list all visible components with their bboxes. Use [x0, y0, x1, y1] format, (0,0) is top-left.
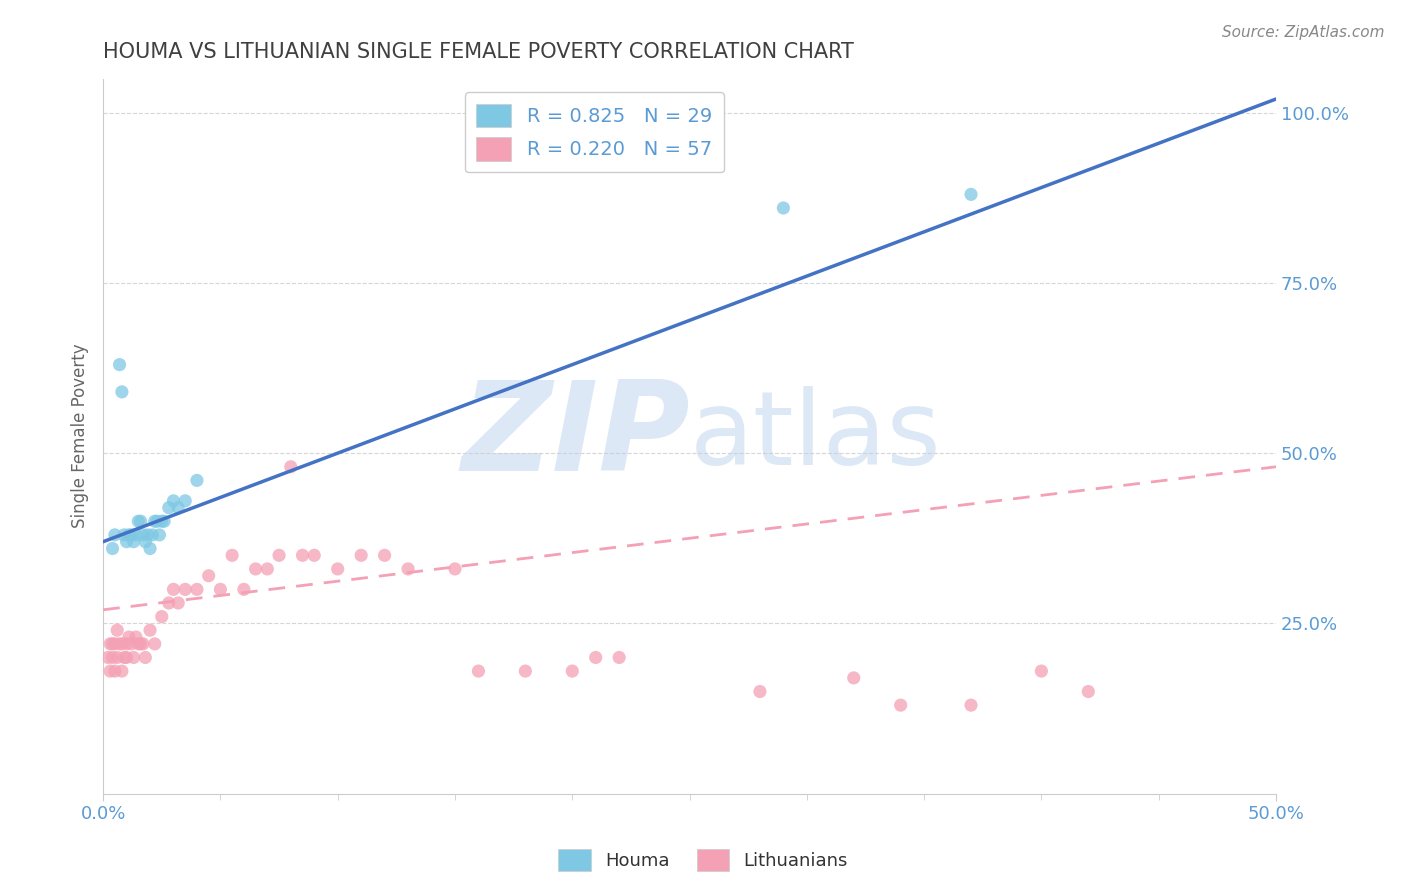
Point — [129, 637, 152, 651]
Point — [125, 528, 148, 542]
Text: Source: ZipAtlas.com: Source: ZipAtlas.com — [1222, 25, 1385, 40]
Point — [1077, 684, 1099, 698]
Point — [150, 609, 173, 624]
Point — [890, 698, 912, 713]
Point — [167, 596, 190, 610]
Text: ZIP: ZIP — [461, 376, 689, 497]
Point — [748, 684, 770, 698]
Point — [108, 358, 131, 372]
Point — [112, 650, 135, 665]
Point — [561, 664, 583, 678]
Y-axis label: Single Female Poverty: Single Female Poverty — [72, 343, 89, 528]
Point — [120, 637, 142, 651]
Point — [111, 664, 134, 678]
Point — [141, 528, 163, 542]
Point — [143, 514, 166, 528]
Point — [134, 650, 156, 665]
Point — [291, 549, 314, 563]
Point — [256, 562, 278, 576]
Point — [148, 528, 170, 542]
Point — [174, 493, 197, 508]
Point — [101, 541, 124, 556]
Point — [98, 664, 121, 678]
Point — [111, 637, 134, 651]
Point — [104, 664, 127, 678]
Point — [585, 650, 607, 665]
Point — [112, 528, 135, 542]
Point — [139, 541, 162, 556]
Point — [162, 582, 184, 597]
Point — [960, 187, 983, 202]
Point — [772, 201, 794, 215]
Point — [118, 630, 141, 644]
Point — [143, 637, 166, 651]
Point — [157, 500, 180, 515]
Point — [101, 650, 124, 665]
Point — [167, 500, 190, 515]
Point — [209, 582, 232, 597]
Point — [146, 514, 169, 528]
Point — [111, 384, 134, 399]
Point — [122, 534, 145, 549]
Point — [245, 562, 267, 576]
Legend: R = 0.825   N = 29, R = 0.220   N = 57: R = 0.825 N = 29, R = 0.220 N = 57 — [465, 92, 724, 172]
Point — [174, 582, 197, 597]
Point — [132, 637, 155, 651]
Point — [136, 528, 159, 542]
Point — [842, 671, 865, 685]
Point — [105, 624, 128, 638]
Point — [101, 637, 124, 651]
Point — [115, 637, 138, 651]
Point — [280, 459, 302, 474]
Point — [139, 624, 162, 638]
Point — [186, 582, 208, 597]
Point — [186, 474, 208, 488]
Point — [302, 549, 325, 563]
Point — [326, 562, 349, 576]
Point — [607, 650, 630, 665]
Point — [232, 582, 254, 597]
Point — [960, 698, 983, 713]
Point — [120, 528, 142, 542]
Point — [108, 637, 131, 651]
Point — [374, 549, 396, 563]
Point — [115, 650, 138, 665]
Point — [127, 637, 149, 651]
Point — [104, 528, 127, 542]
Point — [115, 534, 138, 549]
Text: atlas: atlas — [689, 385, 941, 487]
Point — [267, 549, 290, 563]
Point — [129, 514, 152, 528]
Legend: Houma, Lithuanians: Houma, Lithuanians — [551, 842, 855, 879]
Point — [134, 534, 156, 549]
Point — [105, 650, 128, 665]
Point — [125, 630, 148, 644]
Point — [150, 514, 173, 528]
Point — [197, 568, 219, 582]
Point — [350, 549, 373, 563]
Point — [122, 650, 145, 665]
Point — [118, 528, 141, 542]
Point — [467, 664, 489, 678]
Text: HOUMA VS LITHUANIAN SINGLE FEMALE POVERTY CORRELATION CHART: HOUMA VS LITHUANIAN SINGLE FEMALE POVERT… — [103, 42, 853, 62]
Point — [132, 528, 155, 542]
Point — [104, 637, 127, 651]
Point — [97, 650, 120, 665]
Point — [98, 637, 121, 651]
Point — [1031, 664, 1053, 678]
Point — [127, 514, 149, 528]
Point — [515, 664, 537, 678]
Point — [162, 493, 184, 508]
Point — [153, 514, 176, 528]
Point — [396, 562, 419, 576]
Point — [444, 562, 467, 576]
Point — [221, 549, 243, 563]
Point — [157, 596, 180, 610]
